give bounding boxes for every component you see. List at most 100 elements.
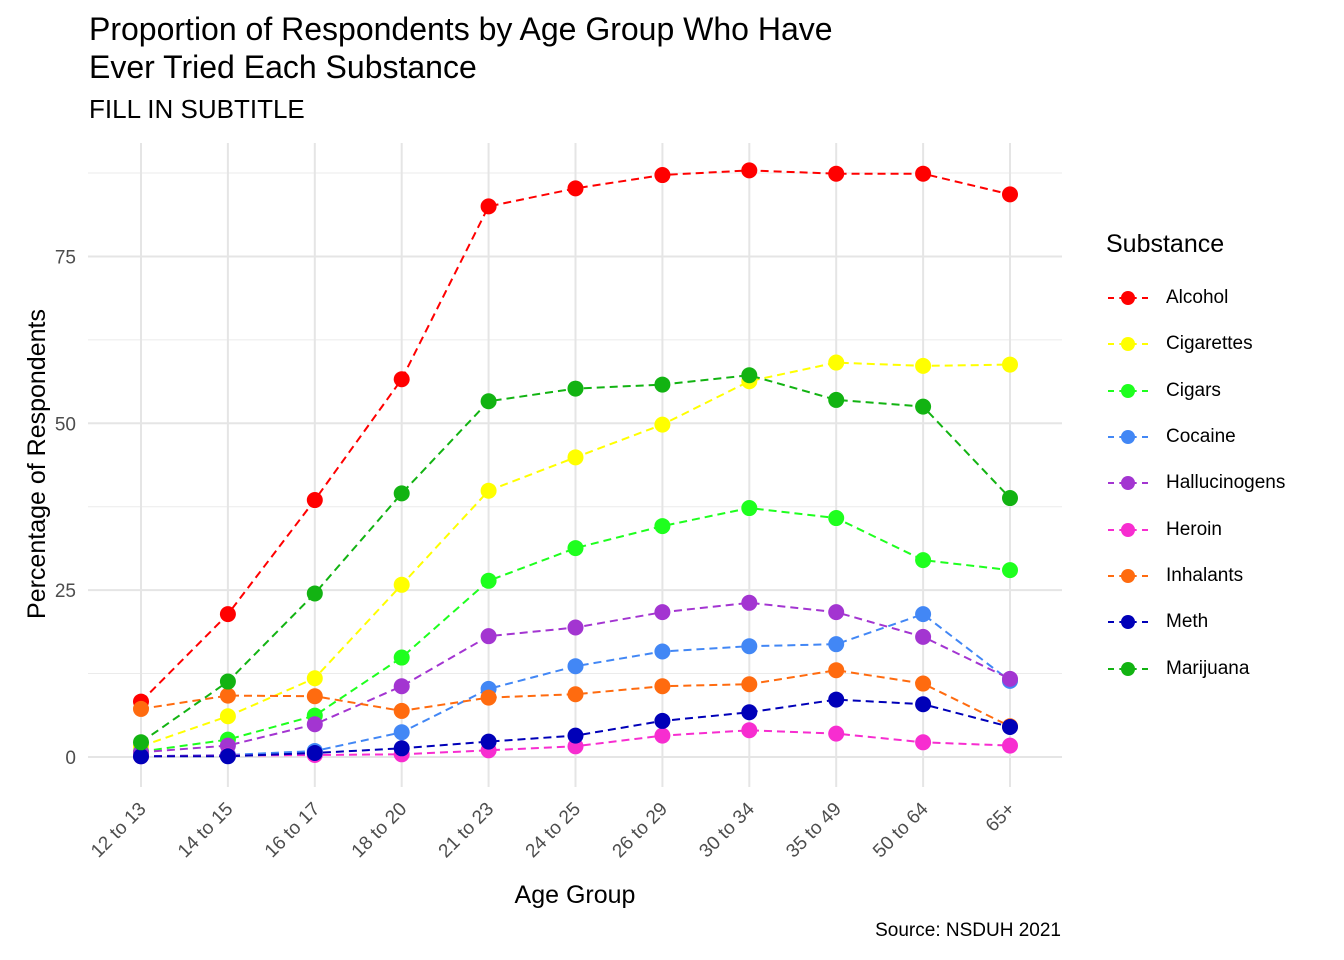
x-tick-label: 18 to 20: [348, 799, 411, 862]
data-point-cigarettes: [306, 670, 323, 687]
data-point-cigars: [828, 510, 845, 527]
legend-key-alcohol: [1106, 286, 1150, 310]
data-point-heroin: [1002, 737, 1018, 754]
legend-label: Cigarettes: [1166, 333, 1253, 355]
data-point-hallucinogens: [915, 628, 932, 645]
data-point-meth: [654, 712, 671, 729]
data-point-meth: [828, 691, 845, 708]
x-tick-label: 35 to 49: [782, 799, 845, 862]
data-point-alcohol: [741, 162, 758, 179]
data-point-alcohol: [828, 165, 845, 182]
data-point-cigars: [1002, 562, 1018, 579]
data-point-marijuana: [567, 380, 584, 397]
x-tick-label: 21 to 23: [435, 799, 498, 862]
series-line-inhalants: [140, 669, 1011, 728]
data-point-cigarettes: [567, 449, 584, 466]
x-tick-label: 12 to 13: [87, 799, 150, 862]
data-point-meth: [567, 727, 584, 744]
data-point-inhalants: [567, 686, 584, 703]
data-point-cocaine: [567, 658, 584, 675]
legend-label: Inhalants: [1166, 564, 1244, 586]
data-point-alcohol: [1002, 186, 1018, 203]
data-point-marijuana: [133, 734, 149, 751]
data-point-alcohol: [567, 180, 584, 197]
legend-item-meth: Meth: [1106, 599, 1285, 645]
data-point-meth: [1002, 718, 1018, 735]
data-point-cocaine: [741, 638, 758, 655]
data-point-inhalants: [741, 676, 758, 693]
data-point-hallucinogens: [654, 604, 671, 621]
legend-label: Cocaine: [1166, 426, 1236, 448]
gridlines: [88, 143, 1062, 787]
data-point-heroin: [915, 734, 932, 751]
data-point-heroin: [741, 722, 758, 739]
y-tick-label: 0: [65, 748, 76, 769]
data-point-inhalants: [480, 689, 497, 706]
x-tick-label: 26 to 29: [609, 799, 672, 862]
series-line-alcohol: [140, 169, 1011, 703]
data-point-meth: [741, 704, 758, 721]
x-tick-label: 50 to 64: [869, 798, 933, 862]
data-point-inhalants: [828, 662, 845, 679]
data-point-marijuana: [654, 376, 671, 393]
y-tick-label: 75: [55, 247, 76, 268]
x-axis-title: Age Group: [515, 881, 636, 909]
data-point-cigarettes: [480, 482, 497, 499]
data-point-cigarettes: [828, 354, 845, 371]
data-point-hallucinogens: [393, 678, 410, 695]
legend-label: Hallucinogens: [1166, 472, 1286, 494]
legend-title: Substance: [1106, 230, 1225, 258]
data-point-meth: [480, 733, 497, 750]
data-point-heroin: [654, 727, 671, 744]
chart-title: Proportion of Respondents by Age Group W…: [89, 11, 833, 85]
legend-key-heroin: [1106, 518, 1150, 542]
legend-key-marijuana: [1106, 657, 1150, 681]
series-line-cigars: [140, 506, 1011, 753]
data-point-cigarettes: [1002, 356, 1018, 373]
data-point-cocaine: [915, 606, 932, 623]
legend-item-cigars: Cigars: [1106, 368, 1285, 414]
data-point-alcohol: [915, 165, 932, 182]
data-point-hallucinogens: [741, 594, 758, 611]
data-point-inhalants: [654, 678, 671, 695]
y-axis-ticks: 0 25 50 75: [55, 247, 76, 769]
y-tick-label: 25: [55, 581, 76, 602]
data-point-meth: [306, 744, 323, 761]
legend-label: Heroin: [1166, 518, 1222, 540]
data-point-alcohol: [219, 606, 236, 623]
data-point-cigars: [915, 552, 932, 569]
data-point-meth: [133, 748, 149, 765]
data-point-inhalants: [219, 687, 236, 704]
data-point-meth: [219, 748, 236, 765]
data-point-marijuana: [915, 398, 932, 415]
data-point-inhalants: [306, 688, 323, 705]
data-point-marijuana: [828, 391, 845, 408]
data-point-inhalants: [393, 702, 410, 719]
data-point-alcohol: [393, 371, 410, 388]
legend-key-cigars: [1106, 379, 1150, 403]
data-point-cigars: [654, 518, 671, 535]
data-point-hallucinogens: [306, 716, 323, 733]
y-tick-label: 50: [55, 414, 76, 435]
legend-label: Marijuana: [1166, 657, 1250, 679]
legend-item-marijuana: Marijuana: [1106, 645, 1285, 691]
data-point-cocaine: [828, 636, 845, 653]
legend-item-cigarettes: Cigarettes: [1106, 321, 1285, 367]
x-tick-label: 24 to 25: [522, 799, 585, 862]
data-point-cocaine: [654, 643, 671, 660]
legend-key-meth: [1106, 610, 1150, 634]
legend-item-inhalants: Inhalants: [1106, 553, 1285, 599]
legend-key-cocaine: [1106, 425, 1150, 449]
data-point-marijuana: [393, 485, 410, 502]
legend-item-cocaine: Cocaine: [1106, 414, 1285, 460]
data-point-cigars: [567, 540, 584, 557]
data-point-cigarettes: [393, 576, 410, 593]
data-point-cigars: [393, 649, 410, 666]
data-point-cigars: [480, 572, 497, 589]
data-point-heroin: [828, 725, 845, 742]
legend-label: Meth: [1166, 611, 1209, 633]
legend-key-hallucinogens: [1106, 471, 1150, 495]
data-point-marijuana: [1002, 490, 1018, 507]
x-axis-ticks: 12 to 13 14 to 15 16 to 17 18 to 20 21 to 23…: [87, 798, 1019, 862]
data-point-meth: [393, 740, 410, 757]
